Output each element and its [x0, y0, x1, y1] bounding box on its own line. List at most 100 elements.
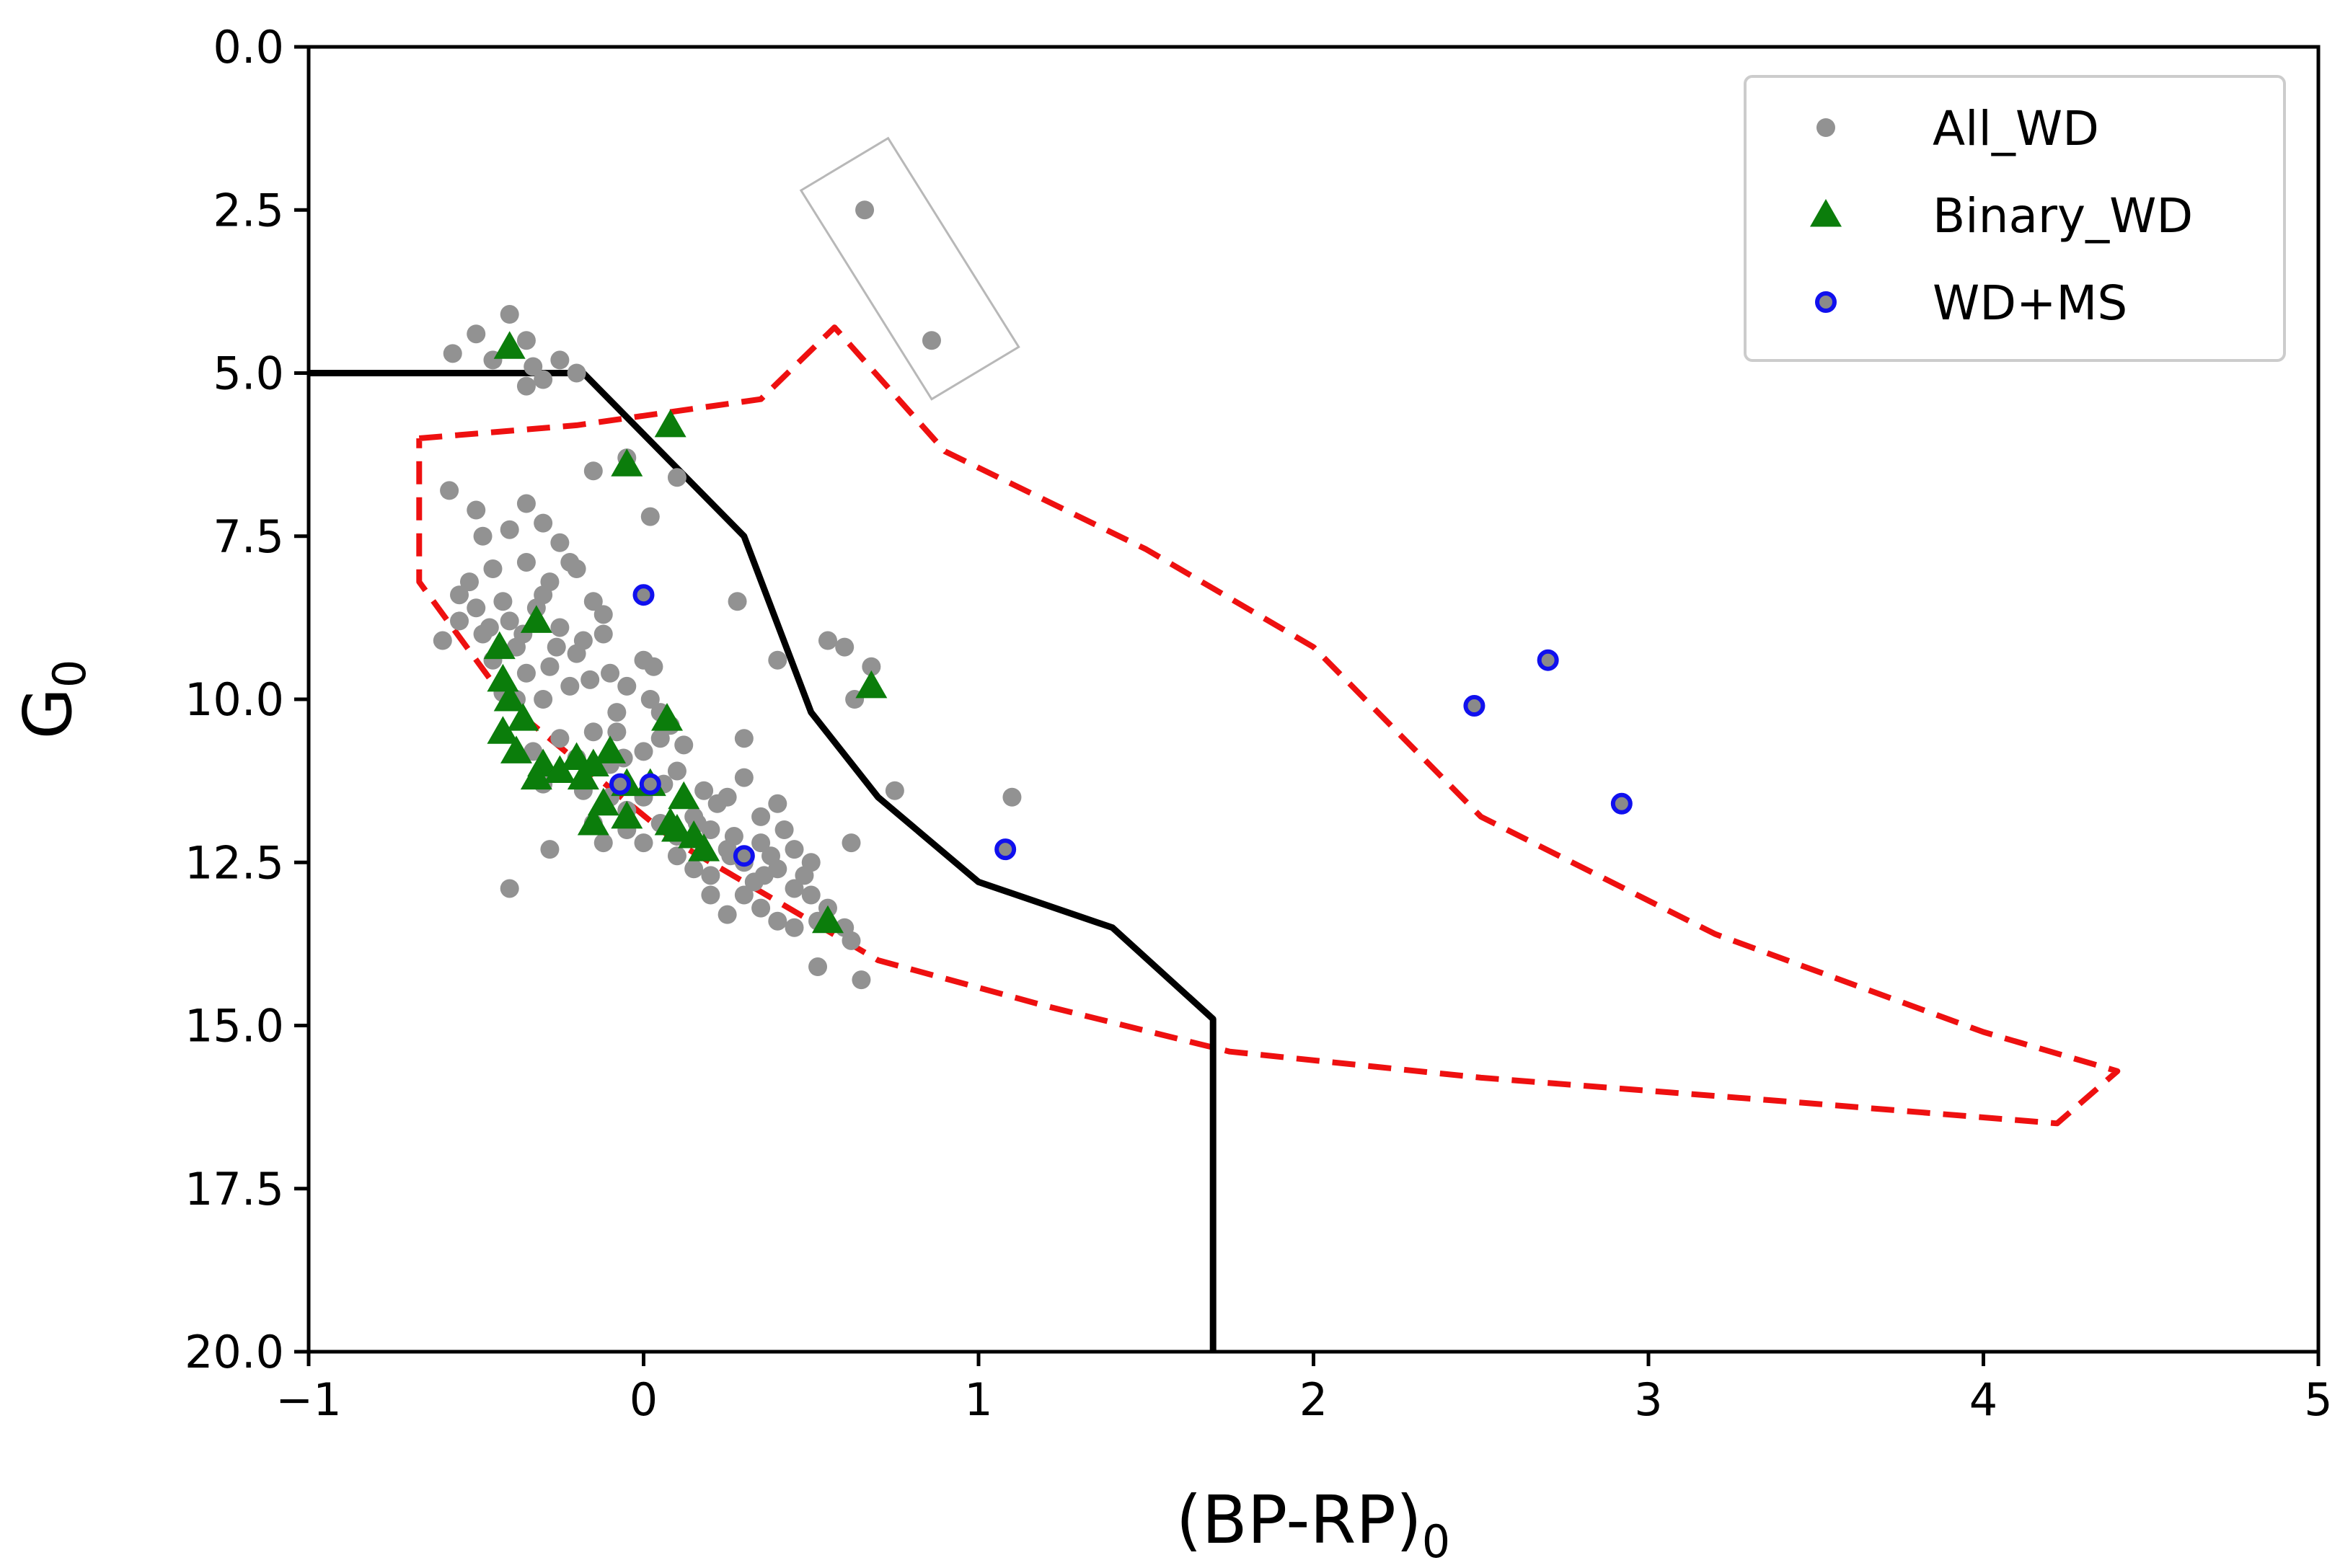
all-wd-point: [567, 363, 586, 383]
all-wd-point: [593, 833, 613, 853]
wd-ms-point: [1537, 649, 1559, 671]
highlight-box-layer: [799, 136, 1020, 401]
all-wd-point: [516, 494, 536, 513]
all-wd-point: [459, 572, 479, 592]
all-wd-point: [785, 840, 804, 859]
all-wd-point: [607, 703, 627, 722]
legend-marker-fill: [1817, 293, 1835, 311]
boundary-line-layer: [309, 370, 1217, 1352]
binary-wd-point: [560, 742, 593, 770]
all-wd-point: [534, 370, 553, 389]
all-wd-point: [440, 481, 459, 500]
all-wd-point: [885, 781, 904, 800]
x-axis-title: (BP-RP)0: [1176, 1481, 1450, 1568]
all-wd-point: [701, 885, 720, 905]
all-wd-point: [808, 957, 828, 977]
all-wd-point: [540, 572, 560, 592]
binary-wd-point: [855, 670, 888, 699]
all-wd-point: [701, 866, 720, 885]
all-wd-point: [467, 598, 486, 618]
all-wd-point: [583, 461, 603, 481]
legend-marker-binary-wd: [1810, 199, 1842, 227]
all-wd-point: [500, 879, 519, 898]
all-wd-point: [450, 611, 469, 631]
all-wd-point: [751, 833, 771, 853]
all-wd-point: [862, 657, 881, 676]
wd-ms-point-fill: [641, 775, 659, 793]
y-axis-title-main: G: [9, 688, 87, 739]
all-wd-point: [580, 670, 600, 689]
all-wd-point: [768, 794, 787, 813]
binary-wd-point: [483, 631, 516, 660]
x-tick-label: 5: [2304, 1373, 2332, 1426]
all-wd-point: [443, 344, 462, 363]
wd-ms-point-fill: [611, 775, 629, 793]
all-wd-point: [534, 513, 553, 533]
all-wd-point: [785, 879, 804, 898]
legend-label-wd-ms: WD+MS: [1933, 275, 2127, 331]
all-wd-point: [573, 631, 593, 650]
y-tick-label: 5.0: [213, 347, 284, 400]
all-wd-point: [734, 729, 754, 748]
wd-ms-point-fill: [735, 847, 753, 865]
binary-wd-point: [493, 683, 526, 712]
y-axis-title-subscript: 0: [43, 660, 96, 688]
wd-ms-point: [609, 773, 631, 795]
all-wd-point: [617, 676, 637, 696]
all-wd-point: [801, 885, 821, 905]
x-tick-label: 1: [964, 1373, 992, 1426]
all-wd-point: [583, 592, 603, 611]
all-wd-point: [516, 552, 536, 572]
y-tick-label: 15.0: [185, 1000, 284, 1053]
all-wd-point: [560, 552, 580, 572]
wd-ms-point-fill: [1465, 697, 1483, 715]
wd-ms-point: [1463, 695, 1485, 717]
all-wd-point: [852, 970, 871, 990]
all-wd-point: [774, 820, 794, 839]
all-wd-point: [524, 357, 543, 376]
legend-entries: All_WD Binary_WD WD+MS: [1810, 101, 2193, 331]
all-wd-point: [634, 833, 653, 853]
binary-wd-point: [500, 735, 532, 763]
all-wd-point: [707, 794, 727, 813]
binary-wd-point: [651, 703, 684, 731]
all-wd-point: [500, 520, 519, 539]
all-wd-point: [550, 533, 570, 552]
all-wd-point: [540, 657, 560, 676]
binary-wd-point: [668, 781, 700, 810]
all-wd-point: [550, 618, 570, 637]
all-wd-point: [540, 840, 560, 859]
all-wd-point: [835, 637, 855, 657]
region-outline-layer: [416, 324, 2121, 1127]
wd-ms-point: [632, 584, 655, 606]
binary-wd-point: [611, 448, 643, 477]
binary-wd-point: [520, 605, 552, 633]
scatter-points-layer: [433, 200, 1633, 990]
all-wd-point: [607, 722, 627, 742]
boundary-line: [309, 370, 1217, 1352]
all-wd-point: [751, 898, 771, 918]
all-wd-point: [667, 468, 686, 487]
all-wd-point: [467, 324, 486, 344]
binary-wd-point: [611, 800, 643, 829]
all-wd-point: [516, 663, 536, 683]
legend-marker-wd-ms: [1815, 291, 1837, 313]
all-wd-point: [734, 885, 754, 905]
all-wd-point: [922, 331, 941, 350]
legend-label-all-wd: All_WD: [1933, 101, 2099, 156]
all-wd-point: [1002, 787, 1022, 807]
all-wd-point: [640, 690, 660, 709]
all-wd-point: [795, 866, 814, 885]
wd-ms-point-fill: [997, 841, 1015, 859]
all-wd-point: [550, 729, 570, 748]
binary-wd-point: [507, 703, 539, 731]
all-wd-point: [718, 905, 737, 924]
legend-label-binary-wd: Binary_WD: [1933, 188, 2193, 244]
all-wd-point: [473, 526, 493, 546]
y-tick-label: 2.5: [213, 184, 284, 236]
wd-ms-point: [994, 838, 1017, 861]
all-wd-point: [754, 866, 774, 885]
all-wd-point: [768, 911, 787, 931]
all-wd-point: [433, 631, 452, 650]
